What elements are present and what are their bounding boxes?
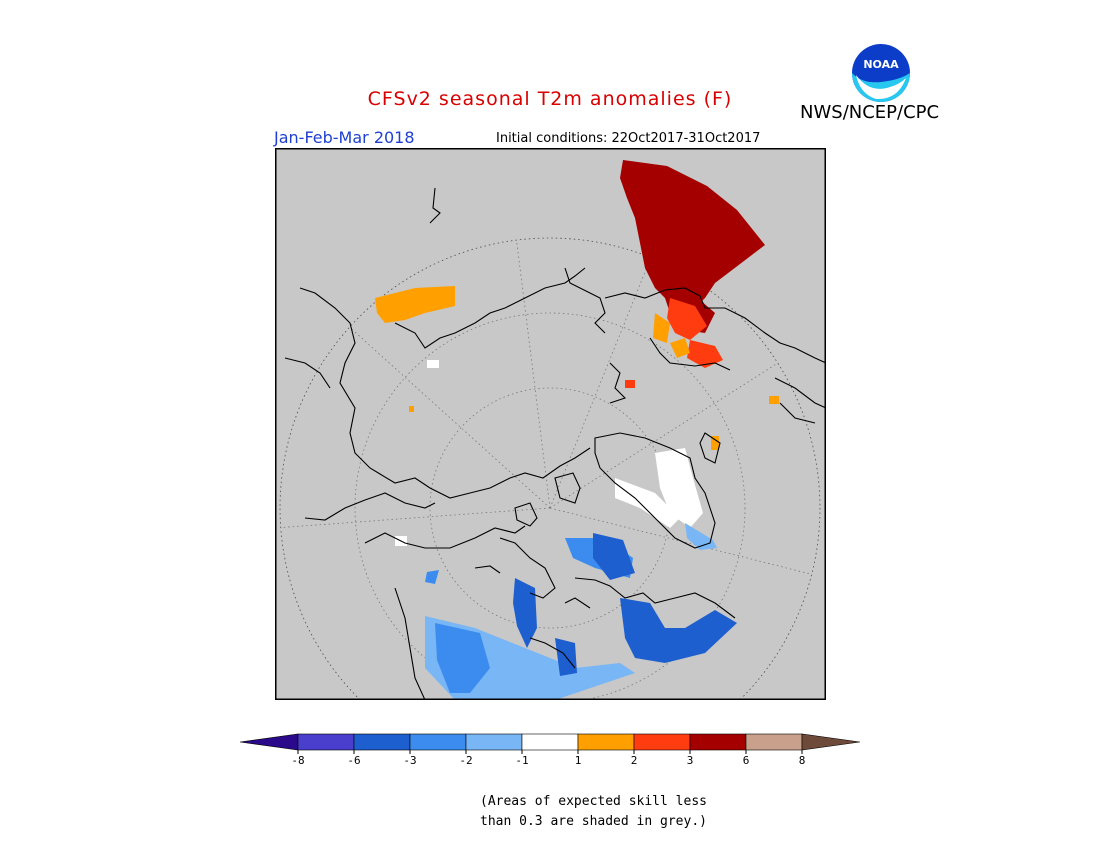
anomaly-orange: [375, 286, 779, 450]
legend-tick-label: -8: [291, 754, 304, 767]
legend-tick-label: -6: [347, 754, 360, 767]
polar-map: [275, 148, 826, 700]
legend-swatch: [689, 733, 747, 751]
anomaly-dark-blue: [513, 533, 737, 676]
legend-tick-label: 1: [575, 754, 582, 767]
map-frame: [275, 148, 826, 700]
legend-arrow-high: [801, 733, 861, 751]
skill-footnote: (Areas of expected skill less than 0.3 a…: [480, 792, 707, 832]
legend-swatch: [297, 733, 355, 751]
forecast-period: Jan-Feb-Mar 2018: [274, 128, 415, 147]
legend-swatch: [409, 733, 467, 751]
legend-swatch: [577, 733, 635, 751]
legend-swatch: [353, 733, 411, 751]
organization-label: NWS/NCEP/CPC: [800, 102, 940, 123]
legend-arrow-low: [239, 733, 299, 751]
color-legend: -8 -6 -3 -2 -1 1 2 3 6 8: [239, 733, 861, 767]
legend-tick-label: 3: [687, 754, 694, 767]
footnote-line-1: (Areas of expected skill less: [480, 794, 707, 809]
legend-swatch: [465, 733, 523, 751]
legend-swatch: [633, 733, 691, 751]
legend-tick-label: -3: [403, 754, 416, 767]
logo-text: NOAA: [863, 58, 899, 71]
legend-tick-label: -1: [515, 754, 528, 767]
legend-tick-label: 8: [799, 754, 806, 767]
noaa-logo: NOAA: [851, 43, 911, 103]
anomaly-siberia-red: [625, 298, 723, 388]
legend-tick-label: 6: [743, 754, 750, 767]
map-title: CFSv2 seasonal T2m anomalies (F): [367, 88, 733, 110]
footnote-line-2: than 0.3 are shaded in grey.): [480, 814, 707, 829]
legend-tick-label: 2: [631, 754, 638, 767]
map-boundary: [279, 237, 821, 700]
legend-swatch: [745, 733, 803, 751]
initial-conditions: Initial conditions: 22Oct2017-31Oct2017: [496, 131, 761, 146]
legend-swatch: [521, 733, 579, 751]
legend-tick-label: -2: [459, 754, 472, 767]
coastlines: [284, 187, 826, 700]
